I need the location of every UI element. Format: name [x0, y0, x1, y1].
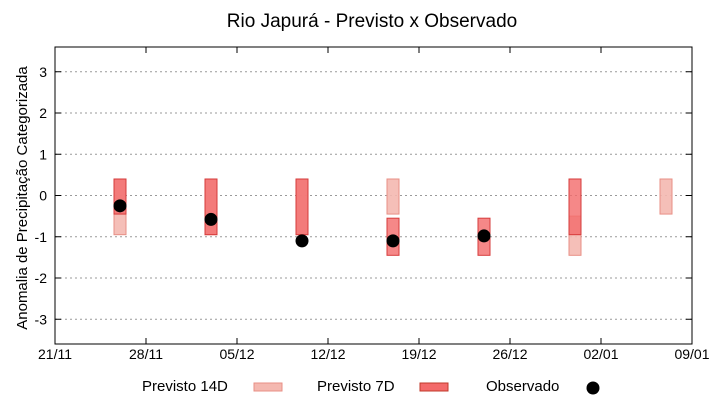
axis-ticks: 3 2 1 0 -1 -2 -3 21/11 28/11 05/12 12/12 19/12 26/12…: [35, 47, 710, 362]
forecast-range-bar: [568, 178, 582, 236]
y-tick-label: -3: [35, 311, 48, 327]
observed-point: [386, 234, 400, 248]
legend-marker: [586, 381, 600, 395]
legend-swatch: [419, 382, 449, 392]
y-tick-label: 1: [39, 146, 47, 162]
x-tick-label: 26/12: [492, 346, 527, 362]
legend: Previsto 14D Previsto 7D Observado: [142, 378, 600, 395]
x-tick-label: 05/12: [219, 346, 254, 362]
legend-label: Previsto 14D: [142, 378, 228, 395]
forecast-range-bar: [295, 178, 309, 236]
y-axis-label: Anomalia de Precipitação Categorizada: [14, 66, 31, 330]
observed-point: [204, 212, 218, 226]
x-tick-label: 21/11: [38, 346, 72, 362]
forecast-range-bar: [659, 178, 673, 215]
x-tick-label: 19/12: [401, 346, 436, 362]
series-layer: [113, 178, 673, 256]
observed-point: [113, 199, 127, 213]
legend-label: Previsto 7D: [317, 378, 395, 395]
chart-title: Rio Japurá - Previsto x Observado: [227, 11, 517, 32]
legend-label: Observado: [486, 378, 559, 395]
x-tick-label: 12/12: [310, 346, 345, 362]
grid: [55, 71, 692, 320]
y-tick-label: 3: [39, 64, 47, 80]
x-tick-label: 09/01: [674, 346, 709, 362]
y-tick-label: 2: [39, 105, 47, 121]
x-tick-label: 28/11: [129, 346, 163, 362]
forecast-range-bar: [386, 178, 400, 215]
x-tick-label: 02/01: [583, 346, 618, 362]
legend-swatch: [253, 382, 283, 392]
series-previsto-7d: [113, 178, 582, 256]
y-tick-label: -1: [35, 229, 48, 245]
forecast-range-bar: [204, 178, 218, 236]
series-observado: [113, 199, 491, 248]
y-tick-label: 0: [39, 188, 47, 204]
observed-point: [295, 234, 309, 248]
y-tick-label: -2: [35, 270, 48, 286]
observed-point: [477, 229, 491, 243]
